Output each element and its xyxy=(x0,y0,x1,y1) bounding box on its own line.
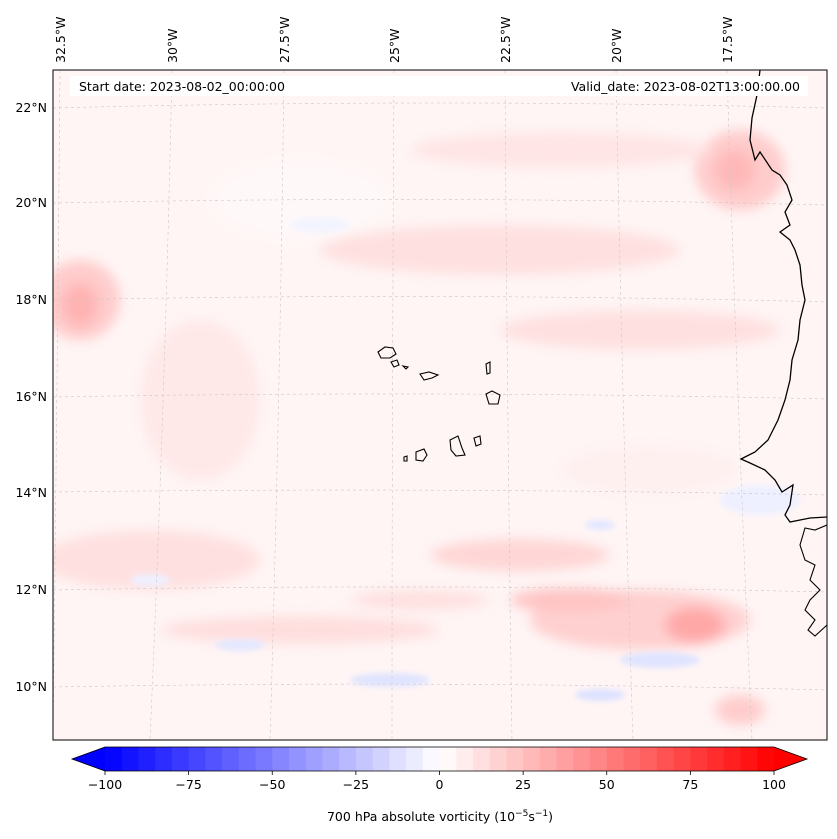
colorbar-cell xyxy=(472,747,491,771)
colorbar-tick-label: −25 xyxy=(343,777,369,792)
colorbar-cell xyxy=(255,747,273,771)
vorticity-field xyxy=(53,130,785,725)
colorbar-cell xyxy=(406,747,424,771)
colorbar-cell xyxy=(690,747,708,771)
colorbar-cell xyxy=(573,747,591,771)
lat-label: 10°N xyxy=(15,679,47,694)
lat-label: 22°N xyxy=(15,100,47,115)
colorbar-ticks: −100 −75 −50 −25 0 25 50 75 100 xyxy=(88,771,786,792)
colorbar-tick-label: −50 xyxy=(259,777,285,792)
colorbar-cell xyxy=(188,747,206,771)
colorbar-cell xyxy=(138,747,156,771)
african-coastline xyxy=(739,70,827,523)
colorbar-cell xyxy=(305,747,323,771)
colorbar-cell xyxy=(623,747,641,771)
colorbar-cell xyxy=(456,747,474,771)
colorbar-cell xyxy=(389,747,407,771)
colorbar-cell xyxy=(489,747,507,771)
latitude-labels: 22°N 20°N 18°N 16°N 14°N 12°N 10°N xyxy=(15,100,47,694)
colorbar-tick-label: 75 xyxy=(682,777,698,792)
lat-label: 18°N xyxy=(15,292,47,307)
colorbar-tick-label: 25 xyxy=(515,777,531,792)
colorbar-cell xyxy=(272,747,290,771)
colorbar-cell xyxy=(288,747,307,771)
colorbar-cell xyxy=(590,747,608,771)
colorbar: −100 −75 −50 −25 0 25 50 75 100 700 hPa absolute… xyxy=(70,746,809,824)
colorbar-cell xyxy=(355,747,374,771)
colorbar-cell xyxy=(372,747,390,771)
cape-verde-islands xyxy=(377,346,501,462)
colorbar-tick-label: −100 xyxy=(88,777,122,792)
lon-label: 32.5°W xyxy=(53,17,68,63)
lon-label: 30°W xyxy=(165,28,180,63)
gambia-guinea-coast xyxy=(799,524,827,637)
colorbar-cell xyxy=(155,747,173,771)
colorbar-cell xyxy=(556,747,574,771)
colorbar-cell xyxy=(523,747,541,771)
colorbar-cell xyxy=(707,747,725,771)
colorbar-cell xyxy=(205,747,223,771)
lat-label: 20°N xyxy=(15,195,47,210)
colorbar-cell xyxy=(121,747,139,771)
negative-vorticity-field xyxy=(130,217,800,701)
colorbar-cell xyxy=(171,747,190,771)
colorbar-cell xyxy=(606,747,624,771)
colorbar-cell xyxy=(740,747,758,771)
valid-date-label: Valid_date: 2023-08-02T13:00:00.00 xyxy=(571,79,800,94)
colorbar-cell xyxy=(723,747,741,771)
graticule xyxy=(53,70,827,740)
colorbar-tick-label: 50 xyxy=(599,777,615,792)
colorbar-cell xyxy=(422,747,440,771)
start-date-label: Start date: 2023-08-02_00:00:00 xyxy=(79,79,285,94)
lon-label: 22.5°W xyxy=(498,17,513,63)
colorbar-tick-label: 0 xyxy=(436,777,444,792)
lat-label: 12°N xyxy=(15,582,47,597)
colorbar-cell xyxy=(673,747,691,771)
colorbar-cells xyxy=(105,747,775,771)
colorbar-tick-label: −75 xyxy=(175,777,201,792)
colorbar-cell xyxy=(238,747,256,771)
lat-label: 16°N xyxy=(15,389,47,404)
colorbar-min-arrow xyxy=(72,747,105,771)
title-band xyxy=(70,76,808,96)
longitude-labels: 32.5°W 30°W 27.5°W 25°W 22.5°W 20°W 17.5… xyxy=(53,17,735,63)
lon-label: 20°W xyxy=(609,28,624,63)
lon-label: 27.5°W xyxy=(277,17,292,63)
colorbar-cell xyxy=(640,747,658,771)
colorbar-cell xyxy=(339,747,357,771)
lat-label: 14°N xyxy=(15,485,47,500)
colorbar-cell xyxy=(656,747,675,771)
map-panel: Start date: 2023-08-02_00:00:00 Valid_da… xyxy=(53,70,827,740)
map-frame xyxy=(52,69,828,741)
colorbar-cell xyxy=(506,747,524,771)
colorbar-cell xyxy=(439,747,457,771)
colorbar-cell xyxy=(105,747,123,771)
colorbar-tick-label: 100 xyxy=(762,777,786,792)
colorbar-cell xyxy=(757,747,775,771)
lon-label: 25°W xyxy=(387,28,402,63)
colorbar-cell xyxy=(222,747,240,771)
lon-label: 17.5°W xyxy=(720,17,735,63)
colorbar-max-arrow xyxy=(774,747,807,771)
colorbar-label: 700 hPa absolute vorticity (10−5s−1) xyxy=(327,809,553,824)
colorbar-cell xyxy=(539,747,557,771)
colorbar-cell xyxy=(322,747,340,771)
